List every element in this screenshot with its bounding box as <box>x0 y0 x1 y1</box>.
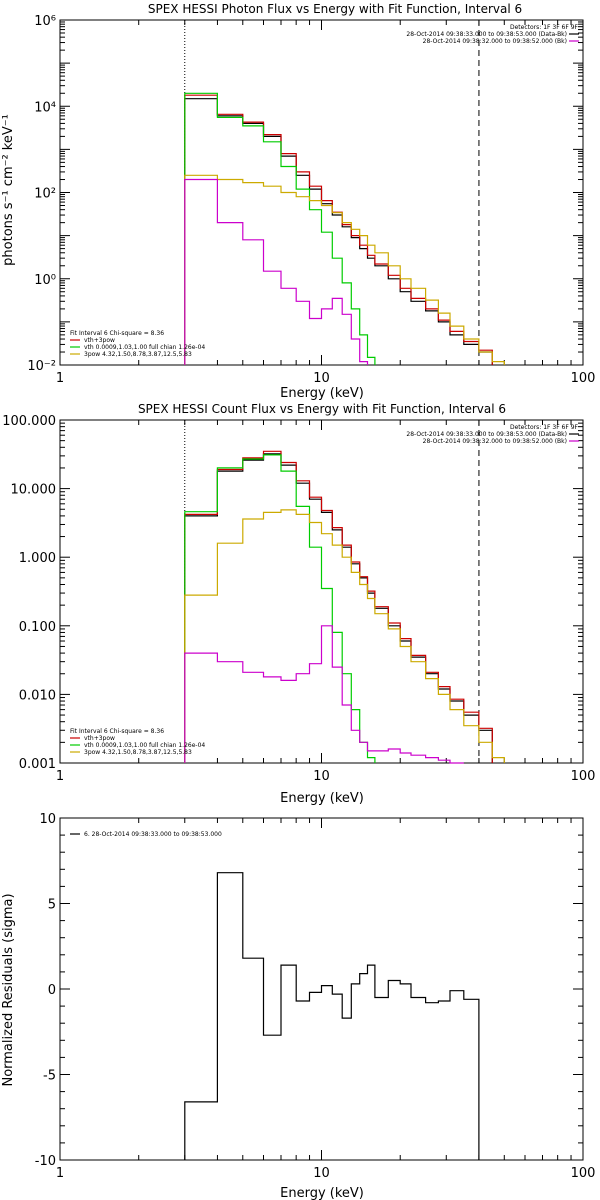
count-flux-x-tick-label: 10 <box>313 769 330 784</box>
photon-flux-legend-tr-entry: 28-Oct-2014 09:38:33.000 to 09:38:53.000… <box>406 31 567 38</box>
count-flux-x-tick-label: 100 <box>571 769 596 784</box>
count-flux-detectors-label: Detectors: 1F 3F 6F 9F <box>510 424 579 431</box>
count-flux-y-tick-label: 0.100 <box>19 620 56 635</box>
count-flux-y-tick-label: 0.001 <box>19 757 56 772</box>
photon-flux-detectors-label: Detectors: 1F 3F 6F 9F <box>510 24 579 31</box>
count-flux-plot-frame <box>59 419 584 764</box>
photon-flux-series-3pow <box>184 174 505 365</box>
residuals-panel: Energy (keV) Normalized Residuals (sigma… <box>1 812 595 1200</box>
count-flux-series-3pow <box>184 509 505 763</box>
count-flux-series-bk <box>184 625 464 764</box>
residuals-x-tick-label: 100 <box>571 1166 596 1181</box>
count-flux-series-data-bk <box>184 453 493 763</box>
count-flux-y-ticks: 0.001 0.010 0.100 1.000 10.000 100.000 <box>2 414 583 772</box>
photon-flux-y-tick-label: 10² <box>34 187 56 202</box>
photon-flux-legend-bl-entry: Fit Interval 6 Chi-square = 8.36 <box>70 330 164 337</box>
residuals-x-tick-label: 1 <box>56 1166 64 1181</box>
photon-flux-series-bk <box>184 178 369 365</box>
count-flux-y-tick-label: 10.000 <box>11 483 57 498</box>
photon-flux-legend-tr-entry: 28-Oct-2014 09:38:32.000 to 09:38:52.000… <box>423 38 567 45</box>
residuals-y-tick-label: -5 <box>43 1069 56 1084</box>
residuals-x-ticks: 1 10 100 <box>56 818 596 1181</box>
count-flux-xlabel: Energy (keV) <box>280 791 364 806</box>
count-flux-x-ticks: 1 10 100 <box>56 420 596 784</box>
photon-flux-series-vth-3pow <box>184 94 493 365</box>
count-flux-series-vth-3pow <box>184 450 493 763</box>
photon-flux-y-tick-label: 10⁰ <box>34 273 56 288</box>
count-flux-legend-tr-entry: 28-Oct-2014 09:38:33.000 to 09:38:53.000… <box>406 431 567 438</box>
count-flux-title: SPEX HESSI Count Flux vs Energy with Fit… <box>138 402 506 416</box>
photon-flux-legend-bl-entry: vth 0.0009,1.03,1.00 full chian 1.26e-04 <box>84 344 205 351</box>
count-flux-y-tick-label: 1.000 <box>19 551 56 566</box>
count-flux-legend-bl-entry: vth+3pow <box>84 735 115 742</box>
photon-flux-x-tick-label: 10 <box>313 371 330 386</box>
photon-flux-series-data-bk <box>184 98 493 365</box>
residuals-xlabel: Energy (keV) <box>280 1186 364 1200</box>
residuals-ylabel: Normalized Residuals (sigma) <box>1 893 16 1086</box>
photon-flux-legend-bl-entry: vth+3pow <box>84 337 115 344</box>
count-flux-legend-tr-entry: 28-Oct-2014 09:38:32.000 to 09:38:52.000… <box>423 438 567 445</box>
photon-flux-y-ticks: 10⁻² 10⁰ 10² 10⁴ 10⁶ <box>27 14 583 374</box>
residuals-y-tick-label: 5 <box>48 898 56 913</box>
photon-flux-panel: SPEX HESSI Photon Flux vs Energy with Fi… <box>1 2 595 401</box>
residuals-y-tick-label: 10 <box>39 812 56 827</box>
count-flux-panel: SPEX HESSI Count Flux vs Energy with Fit… <box>2 402 595 806</box>
count-flux-y-tick-label: 100.000 <box>2 414 56 429</box>
count-flux-legend-bl-entry: Fit Interval 6 Chi-square = 8.36 <box>70 728 164 735</box>
photon-flux-x-tick-label: 1 <box>56 371 64 386</box>
residuals-y-ticks: -10 -5 0 5 10 <box>35 812 583 1169</box>
photon-flux-ylabel: photons s⁻¹ cm⁻² keV⁻¹ <box>1 114 16 266</box>
photon-flux-series-vth <box>184 92 376 365</box>
residuals-series-residuals <box>184 872 480 1160</box>
count-flux-legend-bl-entry: 3pow 4.32,1.50,8.78,3.87,12.5,5.83 <box>84 749 192 756</box>
count-flux-series-vth <box>184 454 376 763</box>
photon-flux-x-tick-label: 100 <box>571 371 596 386</box>
residuals-x-tick-label: 10 <box>313 1166 330 1181</box>
photon-flux-x-ticks: 1 10 100 <box>56 20 596 386</box>
count-flux-x-tick-label: 1 <box>56 769 64 784</box>
photon-flux-legend-bl-entry: 3pow 4.32,1.50,8.78,3.87,12.5,5.83 <box>84 351 192 358</box>
count-flux-legend-bl-entry: vth 0.0009,1.03,1.00 full chian 1.26e-04 <box>84 742 205 749</box>
photon-flux-title: SPEX HESSI Photon Flux vs Energy with Fi… <box>148 2 522 16</box>
residuals-legend-tl-entry: 6. 28-Oct-2014 09:38:33.000 to 09:38:53.… <box>84 831 222 838</box>
residuals-y-tick-label: 0 <box>48 983 56 998</box>
residuals-y-tick-label: -10 <box>35 1154 56 1169</box>
photon-flux-y-tick-label: 10⁻² <box>27 359 56 374</box>
count-flux-y-tick-label: 0.010 <box>19 688 56 703</box>
photon-flux-xlabel: Energy (keV) <box>280 386 364 401</box>
photon-flux-y-tick-label: 10⁴ <box>34 100 56 115</box>
photon-flux-y-tick-label: 10⁶ <box>34 14 56 29</box>
